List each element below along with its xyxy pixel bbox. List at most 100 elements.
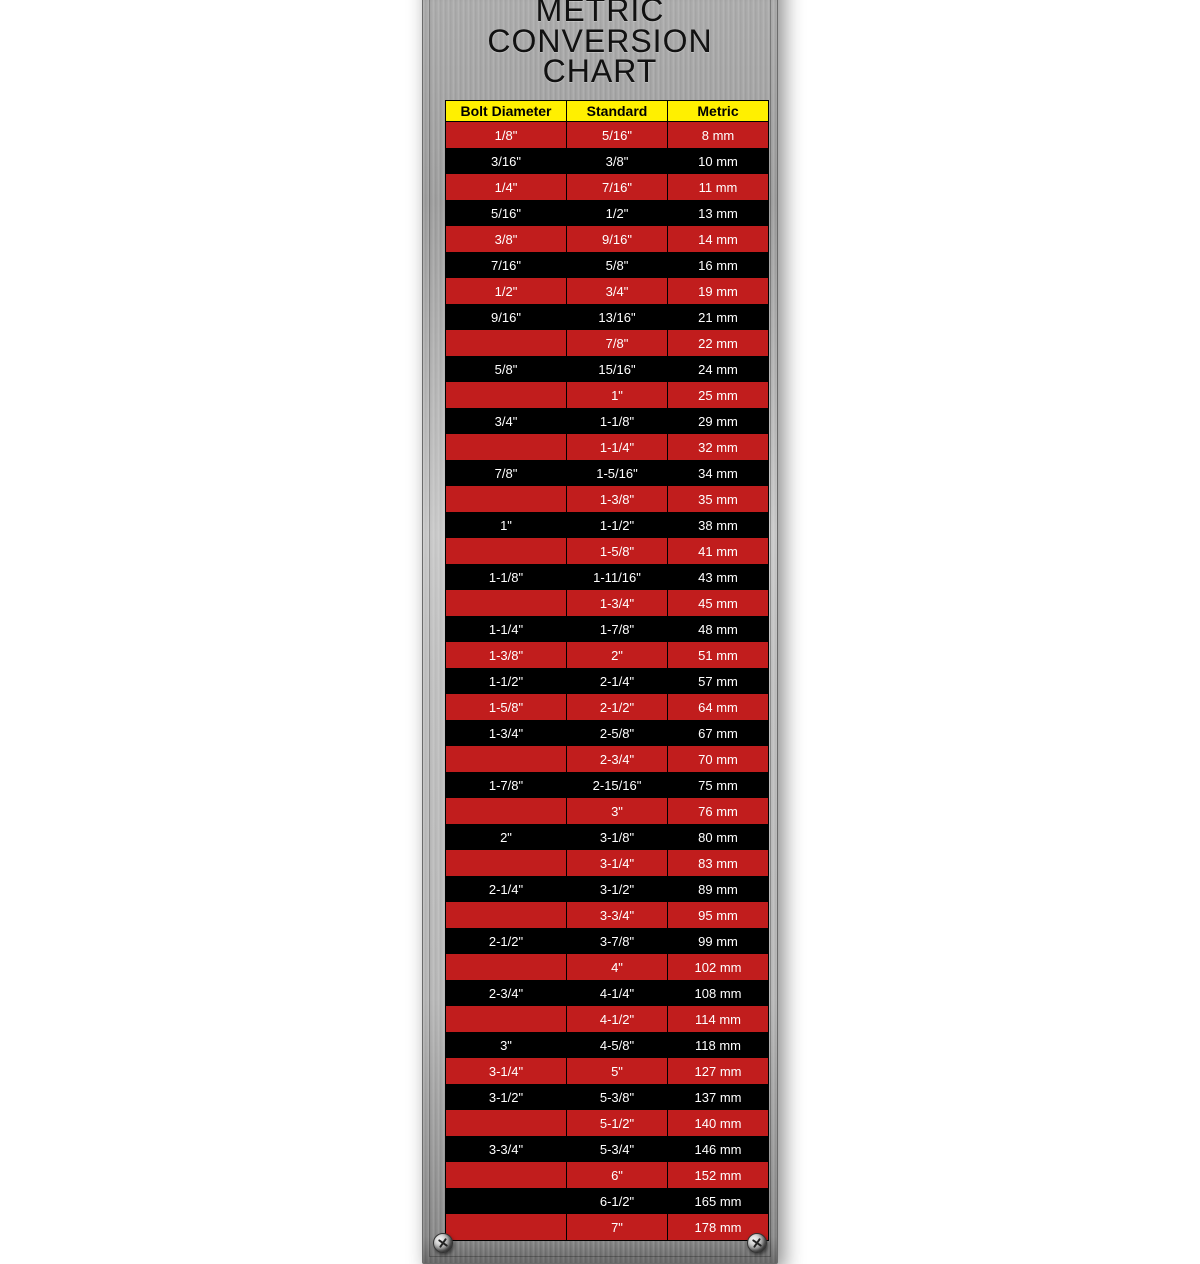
table-cell: 6-1/2" [567,1188,668,1214]
table-row: 7/8"22 mm [446,330,769,356]
table-cell: 108 mm [668,980,769,1006]
table-cell: 7" [567,1214,668,1241]
table-cell: 3-1/4" [446,1058,567,1084]
table-cell: 5/8" [446,356,567,382]
table-cell [446,1214,567,1241]
table-cell: 5-1/2" [567,1110,668,1136]
table-cell [446,902,567,928]
table-cell: 5-3/8" [567,1084,668,1110]
table-cell [446,590,567,616]
table-cell: 32 mm [668,434,769,460]
table-cell [446,798,567,824]
table-cell: 5/16" [446,200,567,226]
table-cell: 1-3/4" [567,590,668,616]
table-cell [446,434,567,460]
table-cell: 95 mm [668,902,769,928]
table-cell: 1-3/8" [446,642,567,668]
table-row: 7/8"1-5/16"34 mm [446,460,769,486]
table-cell: 140 mm [668,1110,769,1136]
table-cell: 15/16" [567,356,668,382]
table-cell: 21 mm [668,304,769,330]
table-cell [446,1162,567,1188]
table-cell: 165 mm [668,1188,769,1214]
table-cell: 1" [567,382,668,408]
table-cell: 3-1/2" [567,876,668,902]
table-row: 1/4"7/16"11 mm [446,174,769,200]
table-cell: 2-5/8" [567,720,668,746]
table-cell: 51 mm [668,642,769,668]
table-cell: 152 mm [668,1162,769,1188]
table-row: 1"25 mm [446,382,769,408]
table-cell: 5/8" [567,252,668,278]
table-cell: 7/8" [446,460,567,486]
table-cell: 137 mm [668,1084,769,1110]
chart-title-line2: CONVERSION CHART [445,26,755,87]
table-cell: 2-3/4" [446,980,567,1006]
table-cell: 2-1/4" [567,668,668,694]
table-cell: 3-1/2" [446,1084,567,1110]
plate-shadow: STANDARD TO METRIC CONVERSION CHART Bolt… [422,0,778,1264]
table-row: 6-1/2"165 mm [446,1188,769,1214]
table-cell [446,538,567,564]
table-cell: 29 mm [668,408,769,434]
table-row: 1-5/8"2-1/2"64 mm [446,694,769,720]
table-cell [446,746,567,772]
table-row: 3/16"3/8"10 mm [446,148,769,174]
table-cell: 1-1/4" [567,434,668,460]
table-header-cell: Standard [567,101,668,122]
table-cell: 1/2" [446,278,567,304]
table-row: 3-1/2"5-3/8"137 mm [446,1084,769,1110]
table-cell: 4-1/2" [567,1006,668,1032]
table-cell: 10 mm [668,148,769,174]
table-cell: 2" [446,824,567,850]
table-cell: 45 mm [668,590,769,616]
table-cell: 2-1/2" [446,928,567,954]
table-cell [446,850,567,876]
table-cell: 3-3/4" [567,902,668,928]
table-row: 1"1-1/2"38 mm [446,512,769,538]
table-cell: 34 mm [668,460,769,486]
table-cell: 70 mm [668,746,769,772]
conversion-table: Bolt DiameterStandardMetric 1/8"5/16"8 m… [445,100,769,1241]
table-cell: 8 mm [668,122,769,149]
table-row: 1-3/4"45 mm [446,590,769,616]
screw-icon [433,1233,453,1253]
table-row: 1-1/4"32 mm [446,434,769,460]
table-cell: 64 mm [668,694,769,720]
table-cell: 3-1/8" [567,824,668,850]
table-row: 5-1/2"140 mm [446,1110,769,1136]
table-row: 1/2"3/4"19 mm [446,278,769,304]
table-cell: 1-5/8" [446,694,567,720]
table-cell: 2-1/2" [567,694,668,720]
table-cell: 1-1/2" [567,512,668,538]
table-cell: 3-3/4" [446,1136,567,1162]
chart-title: STANDARD TO METRIC CONVERSION CHART [445,0,755,86]
table-cell: 38 mm [668,512,769,538]
table-cell: 1-1/8" [446,564,567,590]
table-cell: 5/16" [567,122,668,149]
table-cell: 1/2" [567,200,668,226]
table-row: 2-1/4"3-1/2"89 mm [446,876,769,902]
table-cell: 41 mm [668,538,769,564]
table-cell: 11 mm [668,174,769,200]
table-cell: 1-7/8" [446,772,567,798]
table-row: 3-3/4"95 mm [446,902,769,928]
table-cell: 7/8" [567,330,668,356]
table-cell: 4-5/8" [567,1032,668,1058]
table-cell: 1-1/2" [446,668,567,694]
table-cell: 67 mm [668,720,769,746]
table-cell: 2-1/4" [446,876,567,902]
table-row: 1-3/4"2-5/8"67 mm [446,720,769,746]
table-cell: 3-1/4" [567,850,668,876]
table-cell: 80 mm [668,824,769,850]
table-cell [446,382,567,408]
table-cell: 118 mm [668,1032,769,1058]
table-header-row: Bolt DiameterStandardMetric [446,101,769,122]
table-row: 1-3/8"35 mm [446,486,769,512]
stage: STANDARD TO METRIC CONVERSION CHART Bolt… [0,0,1200,1200]
table-cell: 5" [567,1058,668,1084]
table-cell: 3" [446,1032,567,1058]
table-cell: 1/8" [446,122,567,149]
table-cell: 5-3/4" [567,1136,668,1162]
table-cell: 1-3/8" [567,486,668,512]
